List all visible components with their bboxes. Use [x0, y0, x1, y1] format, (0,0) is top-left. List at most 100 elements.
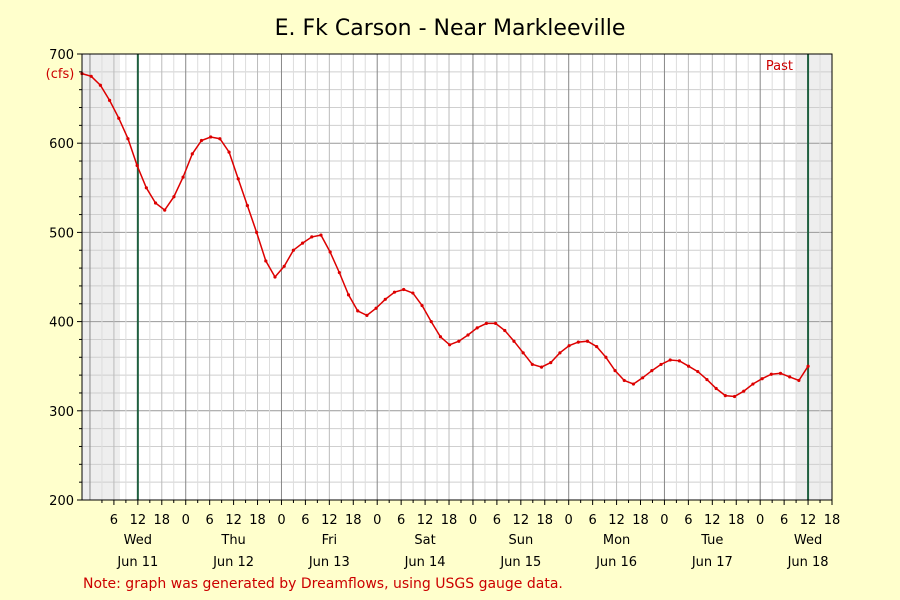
data-point: [190, 152, 194, 156]
data-point: [760, 377, 764, 381]
x-tick-label: 12: [704, 513, 721, 528]
data-point: [576, 340, 580, 344]
x-tick-label: 6: [780, 513, 788, 528]
data-point: [512, 339, 516, 343]
data-point: [503, 328, 507, 333]
data-point: [346, 293, 351, 297]
data-point: [135, 163, 139, 168]
data-point: [89, 74, 93, 78]
data-point: [622, 378, 626, 383]
data-point: [438, 335, 443, 339]
data-point: [769, 372, 773, 376]
data-point: [806, 364, 810, 368]
data-point: [282, 264, 286, 268]
data-point: [209, 135, 213, 139]
data-point: [365, 313, 369, 317]
y-tick-label: 300: [49, 405, 74, 420]
data-point: [310, 235, 314, 239]
data-point: [493, 321, 498, 325]
x-day-label: Sun: [508, 533, 533, 548]
y-tick-label: 400: [49, 316, 74, 331]
data-point: [797, 378, 801, 383]
data-point: [448, 343, 452, 347]
x-tick-label: 18: [441, 513, 458, 528]
data-point: [631, 382, 636, 386]
data-point: [705, 377, 709, 382]
data-point: [613, 369, 617, 373]
x-date-label: Jun 15: [499, 555, 541, 570]
x-date-label: Jun 16: [595, 555, 637, 570]
data-point: [411, 291, 415, 295]
x-tick-label: 18: [249, 513, 266, 528]
x-tick-label: 12: [513, 513, 530, 528]
data-point: [595, 344, 599, 349]
x-tick-label: 0: [277, 513, 285, 528]
data-point: [751, 382, 755, 386]
x-date-label: Jun 18: [787, 555, 829, 570]
past-label: Past: [766, 59, 793, 74]
data-point: [218, 137, 222, 141]
data-point: [319, 233, 323, 237]
data-point: [337, 270, 341, 275]
data-point: [255, 230, 259, 234]
x-tick-label: 18: [632, 513, 649, 528]
plot-frame: [81, 53, 833, 501]
x-day-label: Wed: [124, 533, 152, 548]
x-day-label: Thu: [220, 533, 245, 548]
data-point: [539, 365, 544, 369]
x-day-label: Fri: [322, 533, 338, 548]
data-point: [383, 297, 387, 301]
x-tick-label: 6: [397, 513, 405, 528]
y-tick-label: 500: [49, 226, 74, 241]
data-point: [163, 208, 167, 212]
x-tick-label: 12: [225, 513, 242, 528]
data-point: [696, 369, 700, 374]
y-tick-label: 700: [49, 48, 74, 63]
data-point: [245, 204, 250, 208]
data-point: [604, 355, 608, 359]
data-point: [521, 351, 525, 355]
x-tick-label: 12: [321, 513, 338, 528]
data-point: [530, 362, 534, 367]
x-tick-label: 18: [536, 513, 553, 528]
data-point: [567, 344, 571, 348]
data-point: [788, 375, 792, 379]
data-point: [457, 339, 461, 343]
x-tick-label: 12: [800, 513, 817, 528]
data-point: [181, 175, 185, 179]
x-tick-label: 0: [756, 513, 764, 528]
data-point: [659, 362, 663, 367]
x-tick-label: 6: [110, 513, 118, 528]
data-point: [723, 394, 727, 398]
data-point: [778, 371, 783, 375]
grid: [82, 53, 833, 501]
data-point: [484, 321, 488, 325]
x-date-label: Jun 14: [404, 555, 446, 570]
data-point: [420, 303, 424, 308]
x-tick-label: 18: [345, 513, 362, 528]
x-tick-label: 6: [588, 513, 596, 528]
data-point: [392, 290, 397, 294]
data-point: [742, 389, 746, 393]
x-day-label: Mon: [603, 533, 630, 548]
x-date-label: Jun 12: [212, 555, 254, 570]
data-point: [227, 150, 231, 154]
data-point: [98, 83, 102, 87]
series-marks: [80, 72, 810, 399]
footnote: Note: graph was generated by Dreamflows,…: [83, 576, 563, 592]
plot-area: [82, 54, 832, 500]
data-point: [475, 326, 479, 330]
data-point: [300, 241, 305, 245]
x-tick-label: 6: [206, 513, 214, 528]
x-tick-label: 0: [182, 513, 190, 528]
data-point: [273, 275, 277, 279]
chart-title: E. Fk Carson - Near Markleeville: [275, 16, 626, 41]
data-point: [402, 287, 406, 292]
x-tick-label: 18: [154, 513, 171, 528]
data-point: [668, 358, 672, 362]
data-point: [356, 309, 360, 313]
data-point: [172, 195, 176, 199]
x-tick-label: 0: [469, 513, 477, 528]
